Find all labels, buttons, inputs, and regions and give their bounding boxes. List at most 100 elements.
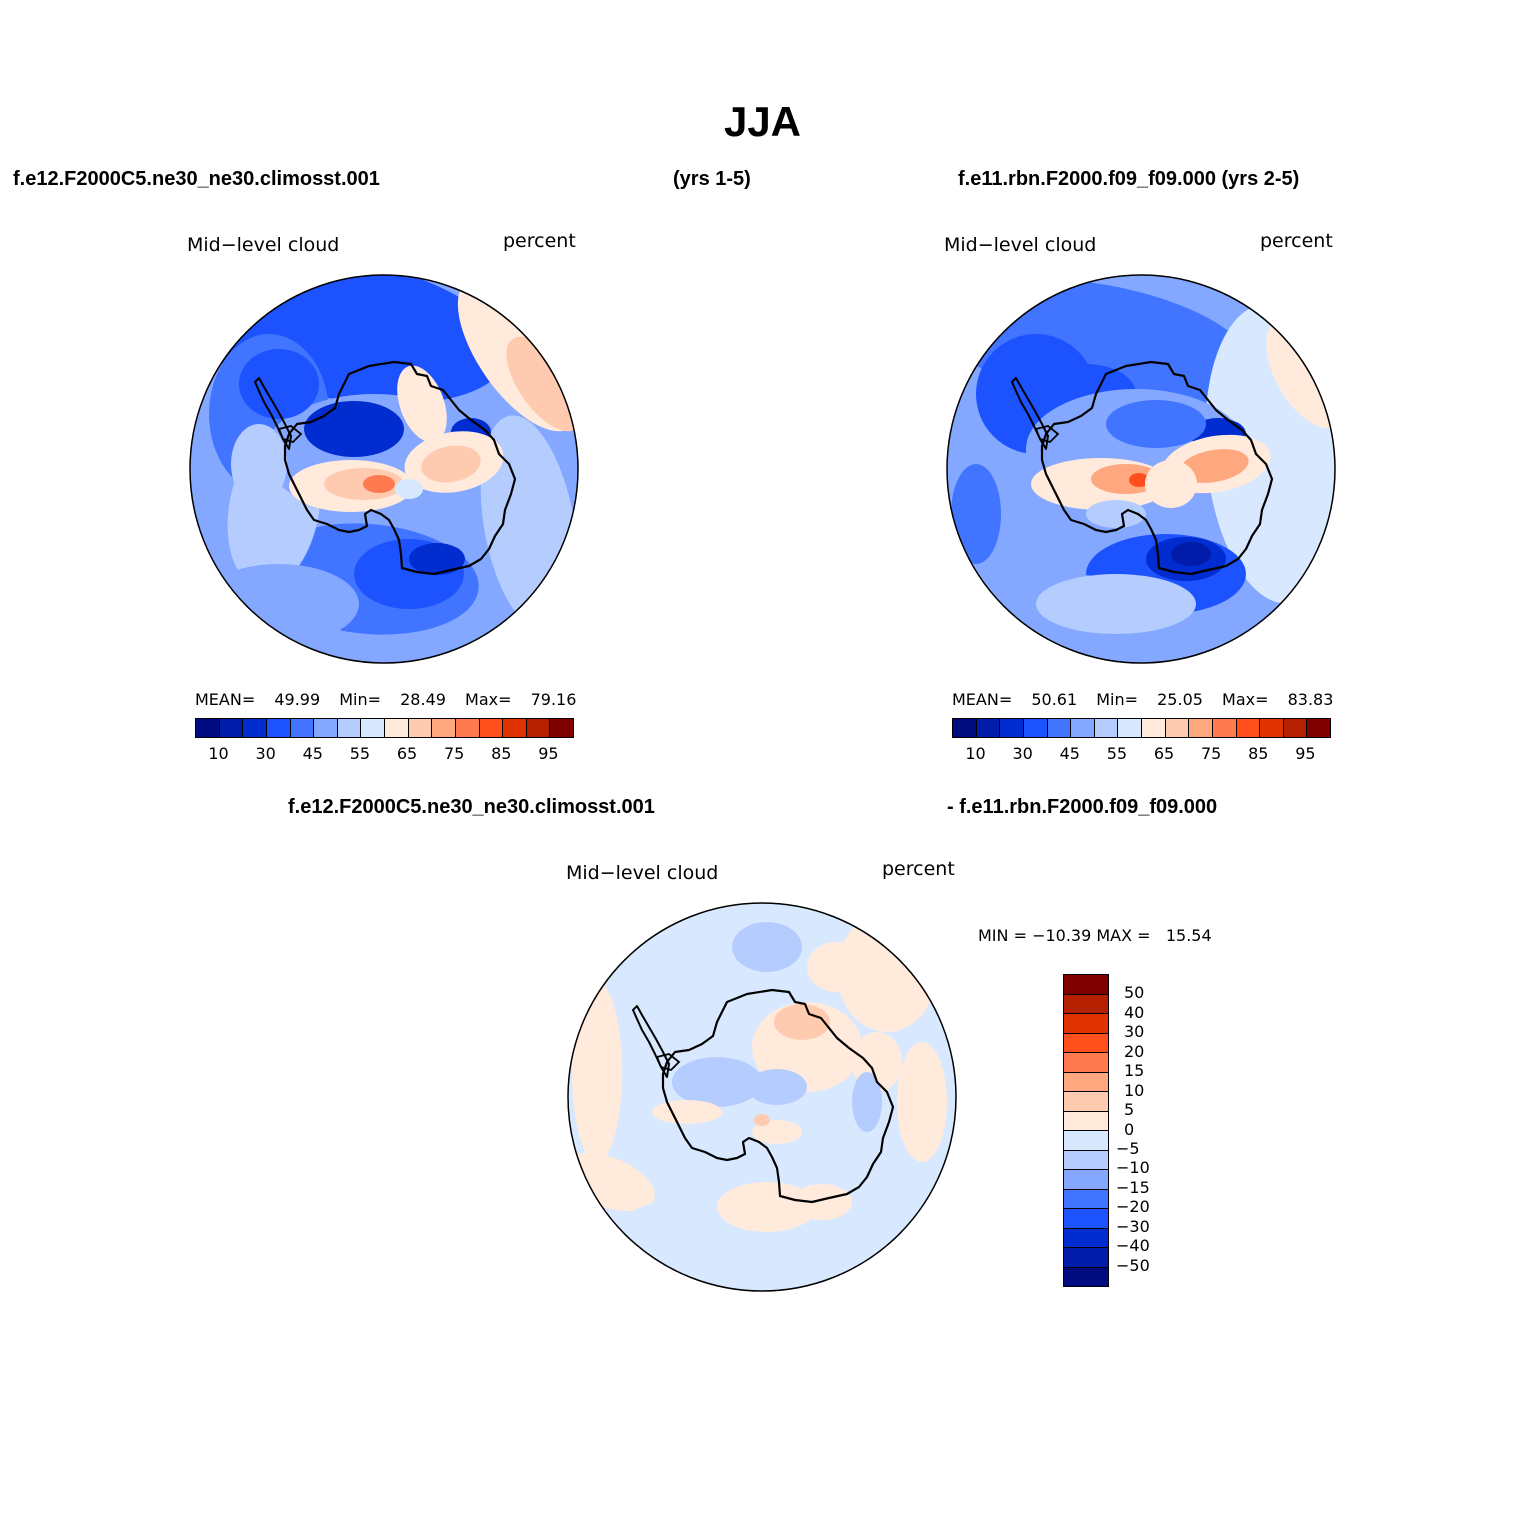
- colorbar-swatch: [1064, 1033, 1108, 1053]
- top-left-case-name: f.e12.F2000C5.ne30_ne30.climosst.001: [13, 168, 380, 190]
- colorbar-tick-label: 15: [1124, 1061, 1145, 1081]
- panel1-mean-value: 49.99: [274, 690, 321, 709]
- ice-shelf-outline: [277, 425, 303, 444]
- colorbar-tick-label: 30: [1124, 1022, 1145, 1042]
- colorbar-swatch: [196, 719, 220, 737]
- map-contour-region: [627, 1202, 707, 1242]
- panel3-minmax: MIN = −10.39 MAX = 15.54: [978, 926, 1212, 945]
- colorbar-swatch: [1064, 994, 1108, 1014]
- colorbar-swatch: [1064, 1111, 1108, 1131]
- panel2-colorbar: [952, 718, 1331, 738]
- colorbar-swatch: [1047, 719, 1072, 737]
- map-contour-region: [239, 349, 319, 419]
- panel2-map: [946, 274, 1336, 664]
- panel2-units-label: percent: [1260, 230, 1333, 252]
- colorbar-tick-label: −40: [1116, 1236, 1150, 1256]
- panel2-colorbar-labels: 10 30 45 55 65 75 85 95: [952, 744, 1329, 764]
- colorbar-tick-label: 85: [491, 744, 512, 763]
- colorbar-swatch: [1142, 719, 1166, 737]
- map-contour-region: [572, 982, 622, 1162]
- colorbar-tick-label: −5: [1116, 1138, 1140, 1158]
- colorbar-swatch: [266, 719, 291, 737]
- antarctica-coastline: [1040, 360, 1274, 576]
- panel2-max-value: 83.83: [1287, 690, 1334, 709]
- panel2-variable-label: Mid−level cloud: [944, 234, 1097, 256]
- panel1-variable-label: Mid−level cloud: [187, 234, 340, 256]
- colorbar-tick-label: 65: [396, 744, 418, 763]
- colorbar-tick-label: 95: [538, 744, 559, 763]
- colorbar-swatch: [1064, 1092, 1108, 1112]
- map-contour-region: [717, 1182, 817, 1232]
- colorbar-swatch: [314, 719, 338, 737]
- panel3-units-label: percent: [882, 858, 955, 880]
- panel1-units-label: percent: [503, 230, 576, 252]
- map-boundary: [946, 274, 1336, 664]
- map-contour-region: [1171, 542, 1211, 566]
- colorbar-tick-label: 45: [302, 744, 323, 763]
- map-contour-region: [792, 1184, 852, 1220]
- colorbar-tick-label: 10: [208, 744, 229, 763]
- colorbar-tick-label: −50: [1116, 1255, 1150, 1275]
- map-contour-region: [732, 922, 802, 972]
- colorbar-swatch: [479, 719, 504, 737]
- map-contour-region: [1091, 464, 1161, 494]
- panel1-min-value: 28.49: [400, 690, 446, 709]
- colorbar-swatch: [1165, 719, 1190, 737]
- colorbar-swatch: [1283, 719, 1308, 737]
- diff-left-case-name: f.e12.F2000C5.ne30_ne30.climosst.001: [288, 796, 655, 818]
- panel2-mean-value: 50.61: [1031, 690, 1078, 709]
- panel2-min-label: Min=: [1096, 690, 1139, 709]
- colorbar-swatch: [1071, 719, 1095, 737]
- map-contour-region: [1106, 400, 1206, 448]
- map-contour-region: [951, 464, 1001, 564]
- colorbar-swatch: [1064, 1189, 1108, 1209]
- panel1-map: [189, 274, 579, 664]
- colorbar-swatch: [337, 719, 362, 737]
- panel2-stats: MEAN= 50.61 Min= 25.05 Max= 83.83: [952, 690, 1333, 709]
- colorbar-swatch: [455, 719, 480, 737]
- map-contour-region: [395, 479, 423, 499]
- map-contour-region: [752, 1120, 802, 1144]
- colorbar-swatch: [1064, 1072, 1108, 1092]
- panel1-colorbar: [195, 718, 574, 738]
- colorbar-tick-label: 40: [1124, 1002, 1145, 1022]
- colorbar-swatch: [550, 719, 573, 737]
- colorbar-swatch: [1064, 1014, 1108, 1034]
- colorbar-swatch: [503, 719, 527, 737]
- colorbar-tick-label: 65: [1153, 744, 1175, 763]
- colorbar-tick-label: 75: [1201, 744, 1222, 763]
- colorbar-tick-label: −30: [1116, 1216, 1150, 1236]
- panel1-max-value: 79.16: [530, 690, 577, 709]
- top-right-case-name: f.e11.rbn.F2000.f09_f09.000 (yrs 2-5): [958, 168, 1300, 190]
- colorbar-swatch: [1064, 1267, 1108, 1286]
- colorbar-swatch: [432, 719, 456, 737]
- colorbar-swatch: [1307, 719, 1330, 737]
- colorbar-swatch: [1064, 1228, 1108, 1248]
- colorbar-tick-label: 30: [255, 744, 276, 763]
- panel2-max-label: Max=: [1222, 690, 1269, 709]
- ice-shelf-outline: [1034, 425, 1060, 444]
- map-contour-region: [409, 543, 465, 575]
- map-boundary: [567, 902, 957, 1292]
- panel1-min-label: Min=: [339, 690, 382, 709]
- diff-right-case-name: - f.e11.rbn.F2000.f09_f09.000: [947, 796, 1218, 818]
- colorbar-tick-label: 0: [1124, 1119, 1135, 1139]
- antarctic-peninsula-coastline: [1011, 377, 1049, 450]
- map-contour-region: [747, 1069, 807, 1105]
- map-contour-region: [397, 365, 447, 443]
- panel2-min-value: 25.05: [1157, 690, 1203, 709]
- colorbar-swatch: [219, 719, 244, 737]
- colorbar-swatch: [1064, 1053, 1108, 1073]
- map-contour-region: [421, 445, 481, 483]
- colorbar-swatch: [1118, 719, 1142, 737]
- diff-colorbar-labels: 50 40 30 20 15 10 5 0 −5 −10 −15 −20 −30 −40 −50: [1116, 974, 1176, 1285]
- colorbar-swatch: [526, 719, 551, 737]
- panel1-mean-label: MEAN=: [195, 690, 256, 709]
- colorbar-tick-label: 85: [1248, 744, 1269, 763]
- colorbar-swatch: [1212, 719, 1237, 737]
- map-contour-region: [304, 401, 404, 457]
- top-years-label: (yrs 1-5): [673, 168, 751, 190]
- colorbar-swatch: [976, 719, 1001, 737]
- colorbar-tick-label: 5: [1124, 1100, 1135, 1120]
- colorbar-swatch: [1064, 1209, 1108, 1229]
